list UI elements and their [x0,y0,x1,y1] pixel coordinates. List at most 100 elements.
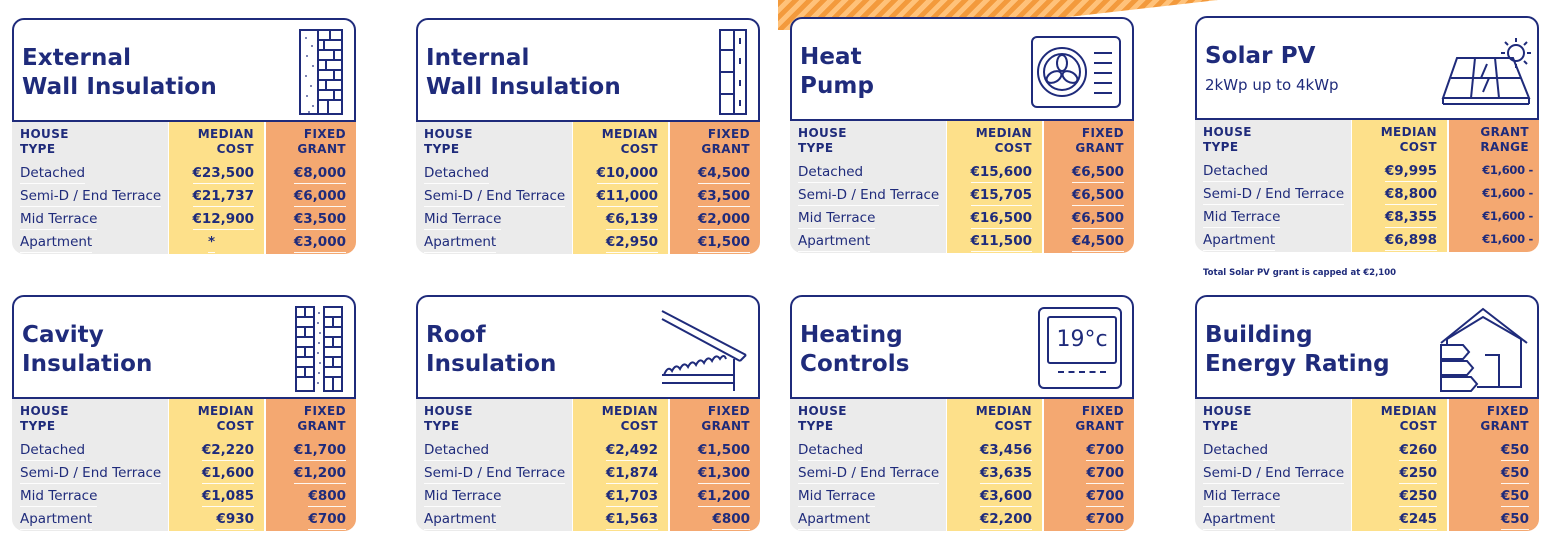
house-type-cell: Apartment [1203,230,1276,251]
grant-cell: €1,500 [697,232,750,253]
grant-cell: €6,500 [1071,185,1124,206]
table-header-row: HOUSE TYPE MEDIAN COST FIXED GRANT [416,399,760,439]
table-header-row: HOUSE TYPE MEDIAN COST FIXED GRANT [1195,399,1539,439]
grant-cell: €6,500 [1071,208,1124,229]
median-cost-cell: €15,600 [970,162,1032,183]
table-row: Detached €9,995 €1,600 - €2,100 [1195,160,1539,201]
fixed-grant-header: FIXED GRANT [1044,399,1134,439]
grant-cell: €700 [1086,509,1124,530]
house-type-cell: Detached [1203,440,1269,461]
thermostat-icon: 19°c [1038,307,1122,389]
house-type-header: HOUSE TYPE [12,399,168,439]
grant-cell: €3,000 [293,232,346,253]
table-header-row: HOUSE TYPE MEDIAN COST GRANT RANGE [1195,120,1539,160]
median-cost-cell: €1,563 [605,509,658,530]
house-type-header: HOUSE TYPE [12,122,168,162]
house-type-cell: Detached [424,440,490,461]
median-cost-header: MEDIAN COST [169,399,264,439]
table-row: Detached €2,220 €1,700 [12,439,356,462]
card-title: External Wall Insulation [22,45,217,100]
median-cost-cell: €2,200 [979,509,1032,530]
house-type-header: HOUSE TYPE [790,121,946,161]
card-header: Internal Wall Insulation [416,18,760,122]
median-cost-cell: * [207,232,216,253]
table-row: Apartment €11,500 €4,500 [790,230,1134,253]
fixed-grant-header: FIXED GRANT [670,399,760,439]
table-row: Apartment €930 €700 [12,508,356,531]
house-type-cell: Apartment [20,509,93,530]
median-cost-header: MEDIAN COST [1352,399,1447,439]
table-header-row: HOUSE TYPE MEDIAN COST FIXED GRANT [790,121,1134,161]
cost-table: HOUSE TYPE MEDIAN COST GRANT RANGE Detached… [1195,120,1539,252]
table-row: Semi-D / End Terrace €11,000 €3,500 [416,185,760,208]
cost-table: HOUSE TYPE MEDIAN COST FIXED GRANT Detached… [416,399,760,531]
grant-cell: €4,500 [1071,231,1124,252]
fixed-grant-header: FIXED GRANT [670,122,760,162]
house-type-cell: Mid Terrace [798,486,876,507]
median-cost-cell: €8,355 [1384,207,1437,228]
card-header: Heating Controls 19°c [790,295,1134,399]
grant-cell: €1,500 [697,440,750,461]
table-row: Detached €23,500 €8,000 [12,162,356,185]
house-type-header: HOUSE TYPE [416,399,572,439]
house-type-cell: Detached [20,163,86,184]
card-cavity-insulation: Cavity Insulation [12,295,356,531]
grant-cell: €6,500 [1071,162,1124,183]
house-type-cell: Detached [1203,161,1269,182]
fixed-grant-header: FIXED GRANT [1044,121,1134,161]
card-title: Solar PV [1205,43,1316,69]
grant-cell: €6,000 [293,186,346,207]
table-header-row: HOUSE TYPE MEDIAN COST FIXED GRANT [790,399,1134,439]
table-row: Apartment €2,200 €700 [790,508,1134,531]
card-title: Cavity Insulation [22,322,153,377]
table-row: Semi-D / End Terrace €3,635 €700 [790,462,1134,485]
table-row: Detached €2,492 €1,500 [416,439,760,462]
card-header: External Wall Insulation [12,18,356,122]
house-type-cell: Semi-D / End Terrace [1203,184,1345,205]
house-type-cell: Apartment [798,231,871,252]
thermostat-display: 19°c [1047,316,1117,364]
house-type-header: HOUSE TYPE [790,399,946,439]
house-type-cell: Semi-D / End Terrace [20,463,162,484]
table-row: Apartment €6,898 €1,600 - €2,100 [1195,229,1539,252]
house-type-cell: Apartment [424,232,497,253]
median-cost-cell: €1,085 [201,486,254,507]
card-external-wall-insulation: External Wall Insulation [12,18,356,254]
table-row: Semi-D / End Terrace €1,600 €1,200 [12,462,356,485]
roof-insulation-icon [661,310,747,391]
median-cost-cell: €1,600 [201,463,254,484]
cavity-wall-icon [295,306,343,392]
house-type-cell: Apartment [798,509,871,530]
fixed-grant-header: FIXED GRANT [266,399,356,439]
card-header: Cavity Insulation [12,295,356,399]
card-header: Solar PV 2kWp up to 4kWp [1195,16,1539,120]
house-type-cell: Apartment [424,509,497,530]
house-type-cell: Detached [424,163,490,184]
table-row: Mid Terrace €16,500 €6,500 [790,207,1134,230]
table-row: Semi-D / End Terrace €15,705 €6,500 [790,184,1134,207]
grant-cell: €700 [308,509,346,530]
grant-cell: €1,300 [697,463,750,484]
card-header: Heat Pump [790,17,1134,121]
house-type-cell: Semi-D / End Terrace [1203,463,1345,484]
median-cost-cell: €245 [1399,509,1437,530]
wall-section-icon [719,29,747,115]
median-cost-cell: €2,220 [201,440,254,461]
heat-pump-icon [1031,36,1121,108]
median-cost-cell: €15,705 [970,185,1032,206]
grant-range-header: GRANT RANGE [1449,120,1539,160]
card-title: Heat Pump [800,44,875,99]
cost-table: HOUSE TYPE MEDIAN COST FIXED GRANT Detached… [790,399,1134,531]
card-title: Roof Insulation [426,322,557,377]
table-row: Mid Terrace €8,355 €1,600 - €2,100 [1195,206,1539,247]
median-cost-cell: €16,500 [970,208,1032,229]
grant-cell: €700 [1086,486,1124,507]
grant-cell: €700 [1086,463,1124,484]
house-type-cell: Mid Terrace [424,486,502,507]
table-row: Apartment €245 €50 [1195,508,1539,531]
table-row: Detached €15,600 €6,500 [790,161,1134,184]
fixed-grant-header: FIXED GRANT [266,122,356,162]
card-header: Building Energy Rating [1195,295,1539,399]
table-row: Apartment * €3,000 [12,231,356,254]
table-row: Detached €3,456 €700 [790,439,1134,462]
